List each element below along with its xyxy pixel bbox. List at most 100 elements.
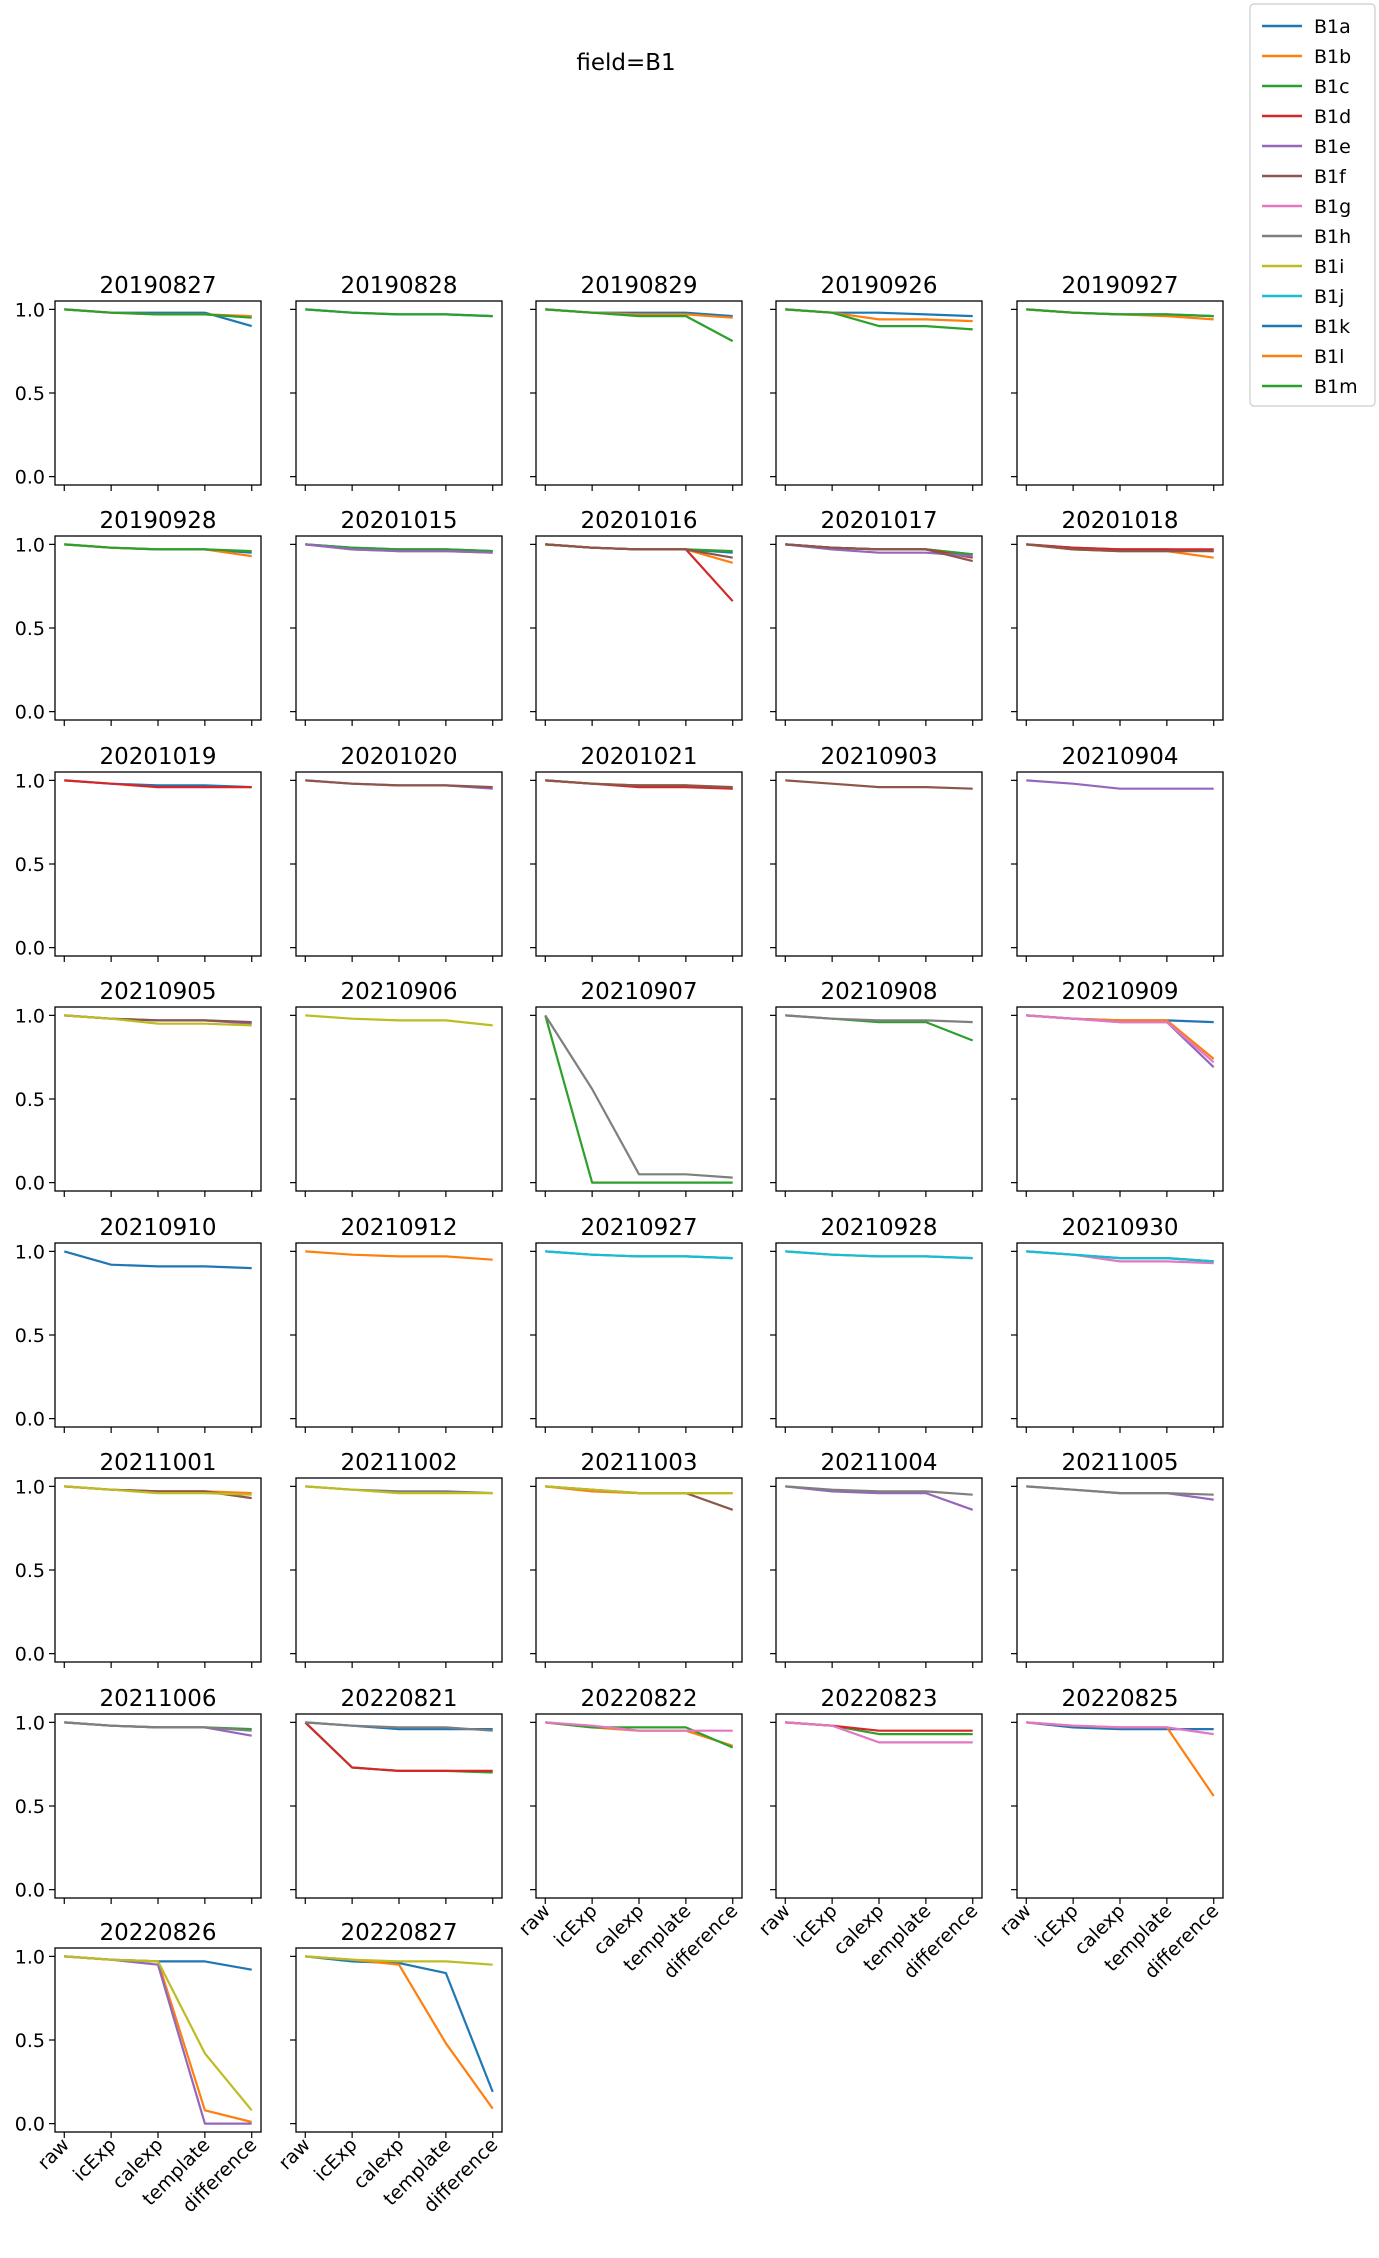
- y-tick-label: 0.5: [15, 1089, 45, 1111]
- panel-frame: [775, 535, 983, 721]
- panel-frame: [535, 1242, 743, 1428]
- panel-title: 20220827: [340, 1920, 457, 1946]
- series-line-B1i: [305, 1014, 493, 1027]
- panel-20190828: 20190828: [290, 273, 503, 491]
- series-line-B1a: [63, 1250, 252, 1270]
- panel-title: 20210912: [340, 1215, 457, 1241]
- panel-20211002: 20211002: [290, 1450, 503, 1668]
- y-tick-label: 1.0: [15, 534, 45, 556]
- panel-20201020: 20201020: [290, 744, 503, 962]
- panel-frame: [54, 300, 262, 486]
- panel-frame: [535, 535, 743, 721]
- series-line-B1c: [305, 543, 493, 553]
- panel-frame: [1016, 1242, 1224, 1428]
- x-tick-label: raw: [996, 1900, 1036, 1940]
- figure-suptitle: field=B1: [576, 50, 675, 76]
- series-line-B1c: [544, 1015, 733, 1184]
- series-line-B1b: [1026, 1721, 1215, 1797]
- y-tick-label: 1.0: [15, 1005, 45, 1027]
- panel-title: 20201017: [820, 508, 937, 534]
- panel-frame: [775, 1006, 983, 1192]
- y-tick-label: 0.0: [15, 467, 45, 489]
- series-line-B1i: [545, 1485, 733, 1495]
- series-line-B1j: [545, 1250, 733, 1260]
- y-tick-label: 0.0: [15, 702, 45, 724]
- panel-title: 20201018: [1061, 508, 1178, 534]
- series-line-B1h: [305, 1721, 493, 1732]
- panel-frame: [1016, 1713, 1224, 1899]
- panel-frame: [54, 1242, 262, 1428]
- series-line-B1e: [64, 1955, 252, 2125]
- panel-title: 20210905: [99, 979, 216, 1005]
- panel-title: 20190828: [340, 273, 457, 299]
- panel-frame: [535, 1477, 743, 1663]
- panel-frame: [54, 771, 262, 957]
- series-line-B1h: [785, 1014, 973, 1024]
- panel-frame: [775, 771, 983, 957]
- y-tick-label: 0.0: [15, 938, 45, 960]
- y-tick-label: 0.0: [15, 1880, 45, 1902]
- panel-frame: [1016, 300, 1224, 486]
- series-line-B1e: [1026, 779, 1214, 790]
- panel-frame: [295, 535, 503, 721]
- y-tick-label: 0.0: [15, 2114, 45, 2136]
- series-line-B1i: [64, 1485, 252, 1496]
- panel-frame: [535, 771, 743, 957]
- panel-20210903: 20210903: [770, 744, 983, 962]
- series-line-B1c: [545, 308, 734, 343]
- panel-20201021: 20201021: [530, 744, 743, 962]
- series-line-B1f: [545, 779, 733, 789]
- series-line-B1i: [64, 1955, 253, 2111]
- series-line-B1g: [545, 1721, 733, 1732]
- small-multiples-grid: 20190827 0.0 0.5 1.0 20190828 20190829 2019092…: [15, 273, 1224, 2217]
- panel-title: 20211004: [820, 1450, 937, 1476]
- series-line-B1j: [785, 1250, 973, 1260]
- panel-title: 20220825: [1061, 1686, 1178, 1712]
- panel-frame: [295, 1006, 503, 1192]
- y-tick-label: 0.5: [15, 854, 45, 876]
- panel-title: 20210908: [820, 979, 937, 1005]
- x-tick-label: raw: [515, 1900, 555, 1940]
- legend-entry-label: B1g: [1314, 196, 1351, 218]
- series-line-B1d: [304, 1721, 493, 1773]
- series-line-B1b: [305, 1250, 493, 1261]
- series-line-B1d: [1026, 543, 1214, 551]
- series-line-B1i: [305, 1485, 493, 1495]
- legend: B1a B1b B1c B1d B1e B1f B1g B1h B1i B1j B1k B1l B1m: [1249, 3, 1376, 407]
- panel-title: 20220826: [99, 1920, 216, 1946]
- x-tick-label: raw: [755, 1900, 795, 1940]
- panel-frame: [535, 1006, 743, 1192]
- y-tick-label: 0.5: [15, 1560, 45, 1582]
- y-tick-label: 0.0: [15, 1173, 45, 1195]
- legend-entry-label: B1m: [1314, 376, 1358, 398]
- panel-20220821: 20220821: [290, 1686, 503, 1904]
- series-line-B1g: [1026, 1721, 1214, 1736]
- series-line-B1d: [64, 779, 252, 789]
- panel-frame: [295, 1477, 503, 1663]
- panel-title: 20190926: [820, 273, 937, 299]
- panel-frame: [295, 1242, 503, 1428]
- panel-20210907: 20210907: [530, 979, 743, 1197]
- legend-entry-label: B1h: [1314, 226, 1351, 248]
- panel-20190928: 20190928 0.0 0.5 1.0: [15, 508, 262, 726]
- panel-title: 20211002: [340, 1450, 457, 1476]
- panel-frame: [775, 1242, 983, 1428]
- y-tick-label: 1.0: [15, 1712, 45, 1734]
- series-line-B1f: [305, 779, 493, 789]
- panel-title: 20211005: [1061, 1450, 1178, 1476]
- series-line-B1f: [785, 779, 973, 790]
- panel-frame: [1016, 1477, 1224, 1663]
- panel-title: 20210930: [1061, 1215, 1178, 1241]
- x-tick-label: raw: [34, 2134, 74, 2174]
- series-line-B1g: [785, 1721, 973, 1744]
- series-line-B1a: [305, 1955, 494, 2093]
- panel-title: 20220822: [580, 1686, 697, 1712]
- panel-20211001: 20211001 0.0 0.5 1.0: [15, 1450, 262, 1668]
- series-line-B1i: [305, 1955, 493, 1966]
- series-line-B1c: [785, 308, 973, 331]
- series-line-B1b: [305, 1955, 494, 2110]
- panel-title: 20210903: [820, 744, 937, 770]
- series-line-B1h: [785, 1485, 973, 1496]
